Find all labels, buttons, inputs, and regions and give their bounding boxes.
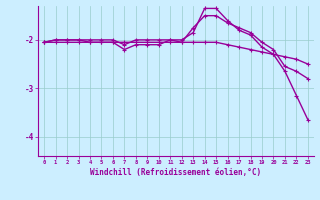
X-axis label: Windchill (Refroidissement éolien,°C): Windchill (Refroidissement éolien,°C) [91,168,261,177]
